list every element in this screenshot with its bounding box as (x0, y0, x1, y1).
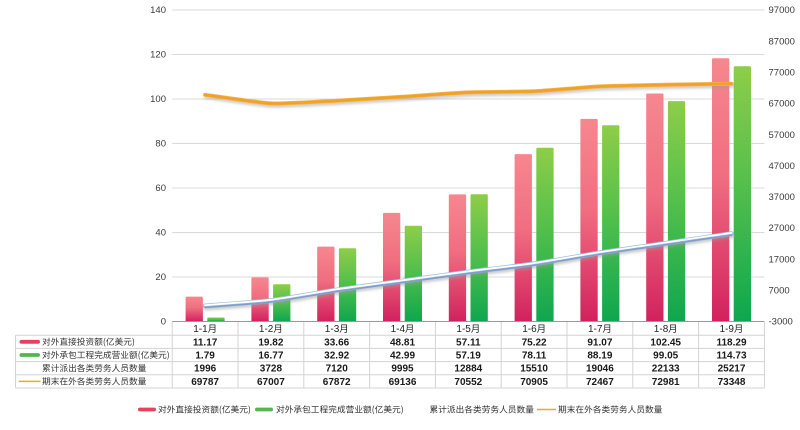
svg-text:72981: 72981 (652, 377, 680, 388)
svg-text:102.45: 102.45 (650, 337, 681, 348)
svg-text:19.82: 19.82 (258, 337, 283, 348)
svg-text:1-4: 1-4 (391, 324, 406, 335)
svg-text:60: 60 (155, 183, 166, 194)
svg-text:57.19: 57.19 (456, 351, 481, 362)
svg-text:87000: 87000 (769, 36, 795, 47)
svg-text:70552: 70552 (454, 377, 482, 388)
svg-text:1996: 1996 (194, 364, 217, 375)
svg-text:25217: 25217 (718, 364, 746, 375)
svg-text:57.11: 57.11 (456, 337, 481, 348)
svg-text:1-9: 1-9 (720, 324, 735, 335)
svg-text:99.05: 99.05 (653, 351, 678, 362)
svg-text:67872: 67872 (323, 377, 351, 388)
svg-text:1-2: 1-2 (259, 324, 274, 335)
svg-text:77000: 77000 (769, 68, 795, 79)
svg-text:32.92: 32.92 (324, 351, 349, 362)
svg-text:22133: 22133 (652, 364, 680, 375)
svg-text:1-1: 1-1 (193, 324, 208, 335)
svg-text:118.29: 118.29 (716, 337, 746, 348)
svg-text:72467: 72467 (586, 377, 614, 388)
svg-text:97000: 97000 (769, 5, 795, 16)
svg-text:69136: 69136 (389, 377, 417, 388)
svg-text:15510: 15510 (520, 364, 548, 375)
svg-text:48.81: 48.81 (390, 337, 415, 348)
svg-text:75.22: 75.22 (522, 337, 547, 348)
svg-text:1-6: 1-6 (522, 324, 537, 335)
svg-text:67000: 67000 (769, 99, 795, 110)
svg-text:1-5: 1-5 (456, 324, 471, 335)
svg-text:7000: 7000 (769, 286, 790, 297)
svg-text:11.17: 11.17 (193, 337, 218, 348)
svg-text:37000: 37000 (769, 192, 795, 203)
svg-text:9995: 9995 (391, 364, 414, 375)
svg-text:12884: 12884 (454, 364, 482, 375)
svg-text:47000: 47000 (769, 161, 795, 172)
svg-text:1-3: 1-3 (325, 324, 340, 335)
svg-text:100: 100 (150, 94, 166, 105)
svg-text:67007: 67007 (257, 377, 285, 388)
svg-text:78.11: 78.11 (522, 351, 547, 362)
svg-text:19046: 19046 (586, 364, 614, 375)
svg-text:7120: 7120 (326, 364, 349, 375)
svg-text:73348: 73348 (718, 377, 746, 388)
svg-text:120: 120 (150, 50, 166, 61)
svg-text:91.07: 91.07 (587, 337, 612, 348)
svg-text:40: 40 (155, 228, 166, 239)
svg-text:70905: 70905 (520, 377, 548, 388)
svg-text:88.19: 88.19 (587, 351, 612, 362)
svg-text:140: 140 (150, 5, 166, 16)
svg-text:69787: 69787 (191, 377, 219, 388)
svg-text:3728: 3728 (260, 364, 283, 375)
svg-text:1-8: 1-8 (654, 324, 669, 335)
svg-text:17000: 17000 (769, 254, 795, 265)
svg-text:114.73: 114.73 (716, 351, 746, 362)
svg-text:20: 20 (155, 272, 166, 283)
svg-text:42.99: 42.99 (390, 351, 415, 362)
svg-text:57000: 57000 (769, 130, 795, 141)
svg-text:16.77: 16.77 (258, 351, 283, 362)
svg-text:27000: 27000 (769, 223, 795, 234)
svg-text:-3000: -3000 (769, 317, 793, 328)
svg-text:33.66: 33.66 (324, 337, 349, 348)
svg-text:0: 0 (161, 317, 166, 328)
svg-text:1.79: 1.79 (195, 351, 215, 362)
svg-text:1-7: 1-7 (588, 324, 603, 335)
svg-text:80: 80 (155, 139, 166, 150)
